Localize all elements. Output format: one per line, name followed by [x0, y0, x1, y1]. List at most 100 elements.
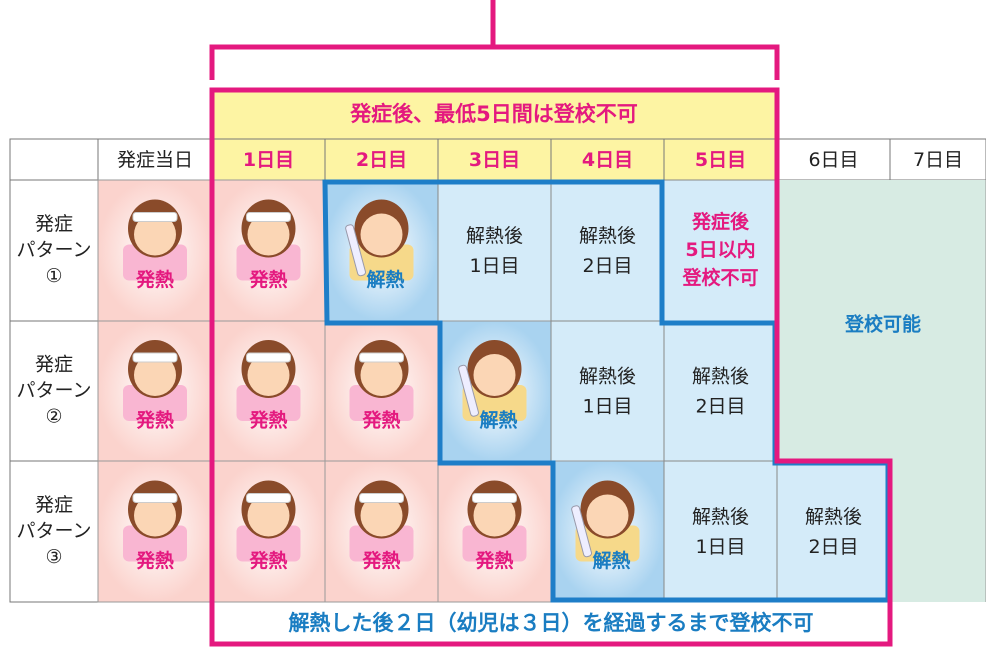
fever-label: 発熱	[135, 549, 174, 572]
row-label: ①	[45, 265, 62, 287]
after-cell	[663, 460, 778, 603]
allowed-label: 登校可能	[844, 313, 921, 336]
towel	[246, 212, 291, 222]
body	[349, 525, 414, 562]
body	[123, 244, 187, 281]
after-label: 解熱後	[466, 225, 523, 247]
after-label: 1日目	[469, 255, 519, 277]
header-label: 6日目	[808, 149, 858, 171]
after-label: 2日目	[582, 255, 632, 277]
recovered-label: 解熱	[592, 549, 630, 572]
face	[134, 213, 176, 256]
row-label-cell	[9, 320, 99, 462]
fever-label: 発熱	[361, 409, 400, 432]
allowed-cell	[890, 461, 986, 602]
header-cell	[97, 138, 213, 181]
towel	[132, 493, 178, 503]
face	[134, 494, 176, 537]
after-cell	[550, 179, 665, 322]
face	[360, 354, 403, 396]
towel	[132, 212, 178, 222]
row-label: 発症	[35, 354, 73, 376]
thermometer	[571, 505, 592, 558]
row-label: パターン	[16, 239, 91, 261]
after-label: 解熱後	[579, 366, 636, 388]
row-label: パターン	[16, 520, 91, 542]
allowed-cell	[777, 180, 986, 321]
top-banner-bg	[212, 90, 777, 139]
fever-label: 発熱	[248, 268, 287, 291]
after-cell	[663, 320, 778, 462]
header-label: 2日目	[356, 149, 407, 171]
fever-label: 発熱	[135, 268, 174, 291]
recovered-label: 解熱	[366, 268, 404, 291]
after-label: 1日目	[695, 536, 745, 558]
after-label: 解熱後	[692, 506, 749, 528]
fever-label: 発熱	[248, 409, 287, 432]
header-label: 1日目	[243, 149, 294, 171]
body	[236, 244, 301, 281]
header-cell	[889, 138, 986, 181]
thermometer	[345, 224, 366, 277]
header-label: 7日目	[913, 149, 963, 171]
face	[360, 494, 403, 537]
header-label: 5日目	[695, 149, 746, 171]
thermometer	[458, 364, 479, 417]
after-label: 2日目	[695, 396, 745, 418]
bracket	[209, 0, 780, 80]
face	[134, 354, 176, 396]
row-label: 発症	[35, 494, 73, 516]
pink-outline	[209, 87, 893, 647]
after-label: 解熱後	[579, 225, 636, 247]
header-label: 3日目	[469, 149, 520, 171]
note-label: 登校不可	[681, 266, 758, 289]
row-label: ③	[45, 546, 62, 568]
fever-label: 発熱	[248, 549, 287, 572]
face	[586, 494, 629, 537]
face	[247, 354, 290, 396]
row-label: パターン	[16, 380, 91, 402]
row-label: 発症	[35, 213, 73, 235]
after-cell	[550, 320, 665, 462]
body	[236, 385, 301, 421]
after-cell	[776, 460, 891, 603]
header-cell	[9, 138, 99, 181]
after-cell	[437, 179, 552, 322]
towel	[132, 352, 178, 363]
body	[123, 525, 187, 562]
body	[123, 385, 187, 421]
row-label: ②	[45, 406, 62, 428]
note-label: 5日以内	[685, 238, 755, 261]
fever-label: 発熱	[135, 409, 174, 432]
face	[473, 494, 516, 537]
allowed-cell	[777, 321, 986, 461]
towel	[359, 352, 404, 363]
fever-label: 発熱	[361, 549, 400, 572]
after-label: 2日目	[808, 536, 858, 558]
note-label: 発症後	[691, 210, 750, 233]
row-label-cell	[9, 460, 99, 603]
top-banner: 発症後、最低5日間は登校不可	[349, 102, 638, 126]
after-label: 1日目	[582, 396, 632, 418]
face	[247, 494, 290, 537]
body	[236, 525, 301, 562]
body	[462, 525, 527, 562]
towel	[359, 493, 404, 503]
row-label-cell	[9, 179, 99, 322]
header-cell	[324, 138, 439, 181]
towel	[472, 493, 517, 503]
face	[473, 354, 516, 396]
after-label: 解熱後	[692, 366, 749, 388]
face	[247, 213, 290, 256]
body	[349, 385, 414, 421]
header-cell	[211, 138, 326, 181]
fever-label: 発熱	[474, 549, 513, 572]
face	[360, 213, 403, 256]
header-label: 4日目	[582, 149, 633, 171]
after-label: 解熱後	[805, 506, 862, 528]
towel	[246, 493, 291, 503]
towel	[246, 352, 291, 363]
header-label: 発症当日	[117, 149, 193, 171]
recovered-label: 解熱	[479, 409, 517, 432]
